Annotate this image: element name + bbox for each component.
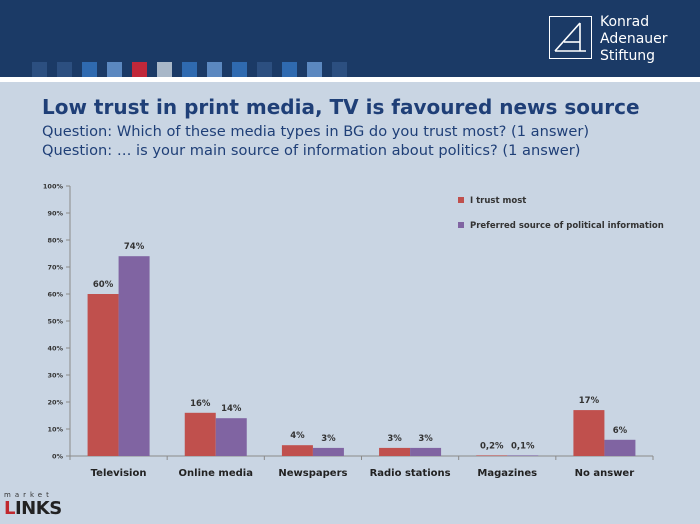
y-tick-label: 20% — [47, 399, 63, 407]
slide-title: Low trust in print media, TV is favoured… — [42, 95, 640, 119]
legend-label: I trust most — [470, 196, 526, 206]
data-label: 6% — [613, 426, 628, 436]
header-square — [182, 62, 197, 77]
y-tick-label: 40% — [47, 345, 63, 353]
bar-trust — [184, 412, 216, 456]
kas-logo-mark — [549, 16, 592, 59]
data-label: 3% — [387, 434, 402, 444]
y-tick-label: 70% — [47, 264, 63, 272]
data-label: 17% — [579, 396, 600, 406]
bar-preferred — [215, 418, 247, 456]
y-tick-label: 0% — [52, 453, 64, 461]
y-tick-label: 60% — [47, 291, 63, 299]
market-links-rest: INKS — [14, 498, 62, 519]
data-label: 0,2% — [480, 441, 504, 451]
category-label: Online media — [179, 468, 253, 479]
header-square — [282, 62, 297, 77]
category-label: No answer — [575, 468, 635, 479]
question-1: Question: Which of these media types in … — [42, 123, 590, 140]
market-links-small-text: market — [4, 491, 53, 499]
market-links-wordmark: LINKS — [4, 498, 62, 519]
data-label: 3% — [418, 434, 433, 444]
data-label: 16% — [190, 399, 211, 409]
bar-trust — [379, 447, 411, 456]
header-square — [332, 62, 347, 77]
bar-preferred — [312, 447, 344, 456]
bar-preferred — [507, 455, 539, 456]
market-links-logo: market LINKS — [2, 491, 76, 521]
header-square — [157, 62, 172, 77]
bar-preferred — [604, 439, 636, 456]
y-tick-label: 80% — [47, 237, 63, 245]
question-2: Question: … is your main source of infor… — [42, 142, 581, 159]
y-tick-label: 100% — [43, 183, 64, 191]
bar-trust — [476, 455, 508, 456]
header-square — [132, 62, 147, 77]
y-tick-label: 30% — [47, 372, 63, 380]
category-label: Magazines — [477, 468, 537, 479]
header-square — [232, 62, 247, 77]
category-label: Newspapers — [278, 468, 347, 479]
logo-line-1: Konrad — [600, 14, 650, 30]
data-label: 14% — [221, 404, 242, 414]
bar-trust — [573, 410, 605, 456]
bar-preferred — [410, 447, 442, 456]
bar-trust — [281, 445, 313, 456]
logo-line-2: Adenauer — [600, 31, 668, 47]
market-links-l: L — [4, 498, 15, 519]
legend-swatch — [458, 197, 464, 203]
header-divider — [0, 77, 700, 82]
header-square — [57, 62, 72, 77]
logo-line-3: Stiftung — [600, 48, 656, 64]
header-square — [82, 62, 97, 77]
legend-swatch — [458, 222, 464, 228]
header-square — [307, 62, 322, 77]
data-label: 3% — [321, 434, 336, 444]
header-square — [32, 62, 47, 77]
y-tick-label: 10% — [47, 426, 63, 434]
category-label: Television — [91, 468, 147, 479]
y-tick-label: 50% — [47, 318, 63, 326]
header-square — [207, 62, 222, 77]
header-square — [257, 62, 272, 77]
bar-trust — [87, 294, 119, 456]
header-square — [107, 62, 122, 77]
kas-logo-text: Konrad Adenauer Stiftung — [600, 14, 668, 65]
data-label: 74% — [124, 242, 145, 252]
data-label: 0,1% — [511, 441, 535, 451]
data-label: 4% — [290, 431, 305, 441]
y-tick-label: 90% — [47, 210, 63, 218]
data-label: 60% — [93, 280, 114, 290]
bar-preferred — [118, 256, 150, 456]
legend-label: Preferred source of political informatio… — [470, 221, 664, 231]
category-label: Radio stations — [370, 468, 451, 479]
